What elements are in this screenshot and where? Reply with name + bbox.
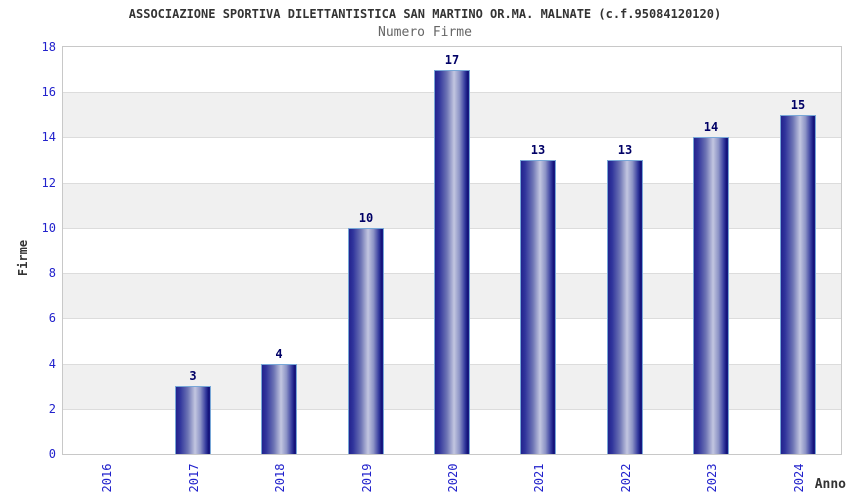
bar-2019 (348, 228, 384, 454)
bar-2018 (261, 364, 297, 454)
y-axis: 0 2 4 6 8 10 12 14 16 18 (0, 40, 56, 461)
chart-title: ASSOCIAZIONE SPORTIVA DILETTANTISTICA SA… (128, 7, 722, 21)
y-tick-label: 8 (48, 266, 56, 280)
x-tick-label: 2017 (187, 463, 201, 493)
x-tick-label: 2023 (705, 463, 719, 493)
bar-2023 (693, 137, 729, 454)
bar-value-label: 4 (275, 347, 283, 361)
bar-2020 (434, 70, 470, 454)
bar-2022 (607, 160, 643, 454)
chart-subtitle: Numero Firme (378, 25, 472, 40)
plot-area: 3 4 10 17 13 13 14 15 (62, 46, 842, 455)
bar-2021 (520, 160, 556, 454)
y-tick-label: 12 (41, 176, 56, 190)
x-axis-title: Anno (814, 477, 846, 492)
x-tick-label: 2020 (446, 463, 460, 493)
y-tick-label: 16 (41, 85, 56, 99)
bar-value-label: 15 (790, 98, 806, 112)
x-tick-label: 2022 (619, 463, 633, 493)
x-axis: 2016 2017 2018 2019 2020 2021 2022 2023 2024 (62, 456, 842, 500)
bar-value-label: 17 (444, 53, 460, 67)
y-tick-label: 4 (48, 357, 56, 371)
y-tick-label: 6 (48, 311, 56, 325)
bar-value-label: 13 (617, 143, 633, 157)
bar-2017 (175, 386, 211, 454)
bar-value-label: 3 (189, 369, 197, 383)
y-tick-label: 14 (41, 130, 56, 144)
bar-2024 (780, 115, 816, 454)
x-tick-label: 2021 (532, 463, 546, 493)
bar-value-label: 13 (530, 143, 546, 157)
y-tick-label: 10 (41, 221, 56, 235)
bar-value-label: 10 (358, 211, 374, 225)
x-tick-label: 2024 (792, 463, 806, 493)
bar-value-label: 14 (703, 120, 719, 134)
x-tick-label: 2016 (100, 463, 114, 493)
y-tick-label: 2 (48, 402, 56, 416)
x-tick-label: 2018 (273, 463, 287, 493)
x-tick-label: 2019 (360, 463, 374, 493)
y-tick-label: 0 (48, 447, 56, 461)
y-tick-label: 18 (41, 40, 56, 54)
